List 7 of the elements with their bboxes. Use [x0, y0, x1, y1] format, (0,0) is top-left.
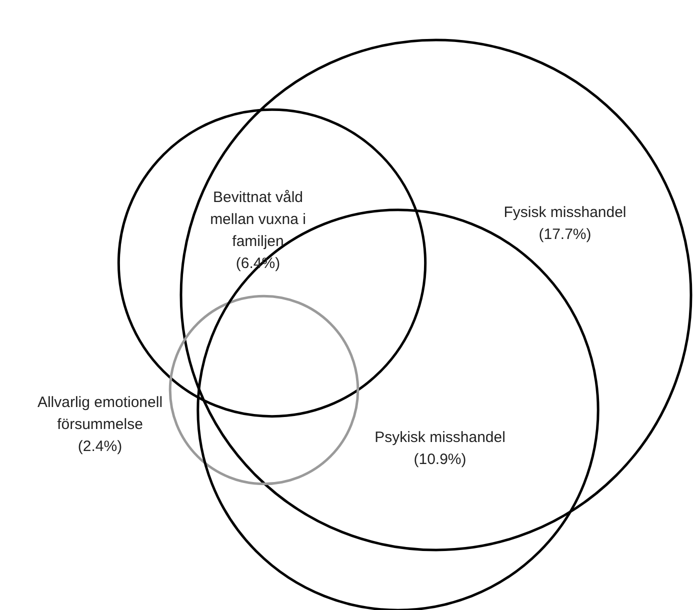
category-label: Allvarlig emotionell försummelse: [37, 394, 163, 433]
data-label: (2.4%): [78, 438, 122, 455]
category-label: Fysisk misshandel: [504, 204, 626, 221]
category-label: Bevittnat våld mellan vuxna i familjen: [210, 189, 306, 250]
category-label: Psykisk misshandel: [374, 429, 506, 446]
data-label: (17.7%): [538, 226, 592, 243]
data-label: (10.9%): [414, 451, 466, 468]
